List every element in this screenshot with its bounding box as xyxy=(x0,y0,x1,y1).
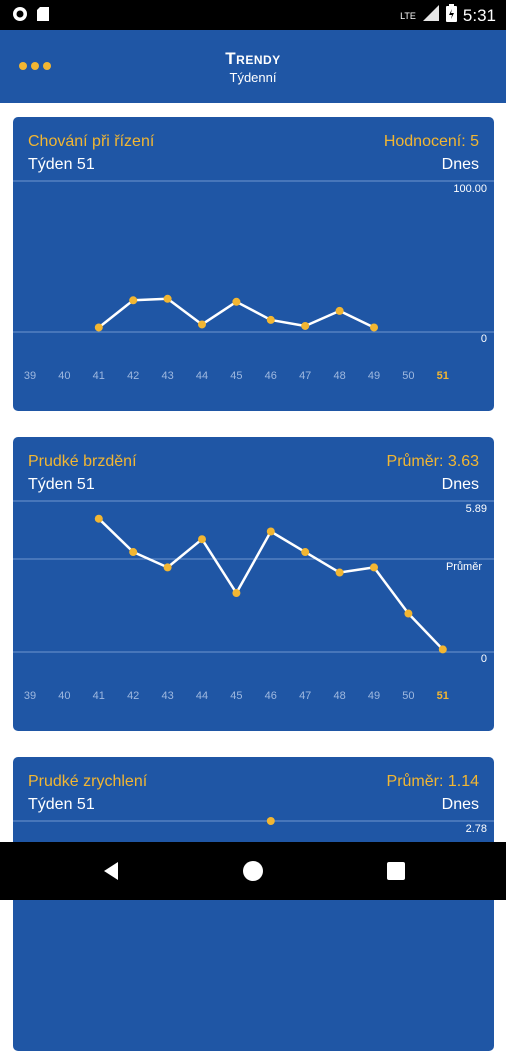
card-week: Týden 51 xyxy=(28,476,95,493)
x-tick-label: 49 xyxy=(368,690,380,702)
data-point xyxy=(335,568,344,577)
card-today: Dnes xyxy=(441,156,479,173)
card-today: Dnes xyxy=(441,796,479,813)
network-label: LTE xyxy=(400,10,416,21)
x-tick-label: 49 xyxy=(368,370,380,382)
x-tick-label: 42 xyxy=(127,690,139,702)
x-tick-label: 48 xyxy=(333,370,345,382)
y-tick-label-zero: 0 xyxy=(481,653,487,665)
x-tick-label: 43 xyxy=(161,690,173,702)
data-point xyxy=(266,817,275,825)
data-point xyxy=(163,563,172,572)
x-tick-label: 46 xyxy=(265,690,277,702)
y-tick-label-max: 5.89 xyxy=(466,503,487,515)
record-icon xyxy=(12,6,28,27)
data-point xyxy=(232,589,241,598)
sd-card-icon xyxy=(36,6,50,27)
card-title: Prudké brzdění xyxy=(28,453,137,470)
card-title: Prudké zrychlení xyxy=(28,773,148,790)
data-point xyxy=(129,548,138,557)
x-tick-label: 40 xyxy=(58,370,70,382)
data-point xyxy=(94,514,103,523)
series-line xyxy=(97,517,444,651)
card-week: Týden 51 xyxy=(28,796,95,813)
x-tick-label: 45 xyxy=(230,370,242,382)
x-tick-label: 47 xyxy=(299,370,311,382)
page-subtitle: Týdenní xyxy=(229,70,277,85)
page-title: Trendy xyxy=(225,49,281,68)
home-icon[interactable] xyxy=(242,860,264,887)
x-tick-label: 50 xyxy=(402,370,414,382)
x-tick-label: 46 xyxy=(265,370,277,382)
x-tick-label: 41 xyxy=(93,370,105,382)
x-tick-label: 51 xyxy=(437,370,449,382)
x-tick-label: 40 xyxy=(58,690,70,702)
trend-card-hard-acceleration[interactable]: 2.78 Prudké zrychlení Průměr: 1.14 Týden… xyxy=(13,757,494,1051)
x-tick-label: 45 xyxy=(230,690,242,702)
card-today: Dnes xyxy=(441,476,479,493)
data-point xyxy=(232,297,241,306)
navigation-bar xyxy=(0,842,506,900)
data-point xyxy=(301,548,310,557)
chart-hard-braking: 5.89 0 Průměr 39 40 41 42 43 44 45 46 47 48 49 50 51 xyxy=(13,500,494,702)
x-tick-label: 39 xyxy=(24,370,36,382)
chart-driving-behavior: 100.00 0 39 40 41 42 43 44 45 46 47 48 49 50 51 xyxy=(13,180,494,382)
app-bar: Trendy Týdenní xyxy=(0,30,506,103)
x-tick-label: 43 xyxy=(161,370,173,382)
x-tick-label: 50 xyxy=(402,690,414,702)
x-tick-label: 42 xyxy=(127,370,139,382)
y-tick-label-max: 100.00 xyxy=(453,183,487,195)
x-tick-label: 44 xyxy=(196,690,208,702)
trend-card-hard-braking[interactable]: 5.89 0 Průměr 39 40 41 42 43 44 45 46 47 48 49 50 51 Pr… xyxy=(13,437,494,731)
back-icon[interactable] xyxy=(100,860,122,887)
data-point xyxy=(438,645,447,654)
clock: 5:31 xyxy=(462,5,496,25)
trend-card-driving-behavior[interactable]: 100.00 0 39 40 41 42 43 44 45 46 47 48 49 50 51 Chován… xyxy=(13,117,494,411)
data-point xyxy=(301,321,310,330)
x-tick-label: 41 xyxy=(93,690,105,702)
data-point xyxy=(335,306,344,315)
card-metric: Průměr: 1.14 xyxy=(386,773,479,790)
data-point xyxy=(198,535,206,544)
card-metric: Hodnocení: 5 xyxy=(383,133,479,150)
card-metric: Průměr: 3.63 xyxy=(386,453,479,470)
battery-icon xyxy=(445,4,457,27)
average-label: Průměr xyxy=(446,561,482,573)
x-tick-label: 51 xyxy=(437,690,449,702)
recents-icon[interactable] xyxy=(386,861,406,886)
y-tick-label-zero: 0 xyxy=(481,333,487,345)
data-point xyxy=(198,320,206,329)
data-point xyxy=(266,527,275,536)
data-point xyxy=(370,323,378,332)
data-point xyxy=(404,609,413,618)
more-menu-icon[interactable] xyxy=(19,62,51,70)
status-bar: LTE 5:31 xyxy=(0,0,506,30)
x-tick-label: 39 xyxy=(24,690,36,702)
card-week: Týden 51 xyxy=(28,156,95,173)
y-tick-label-max: 2.78 xyxy=(466,823,487,835)
chart-hard-acceleration: 2.78 xyxy=(13,817,494,835)
data-point xyxy=(94,323,103,332)
signal-icon xyxy=(422,4,440,27)
data-point xyxy=(163,294,172,303)
x-tick-label: 48 xyxy=(333,690,345,702)
data-point xyxy=(266,315,275,324)
card-title: Chování při řízení xyxy=(28,133,155,150)
x-tick-label: 47 xyxy=(299,690,311,702)
data-point xyxy=(370,563,378,572)
x-tick-label: 44 xyxy=(196,370,208,382)
data-point xyxy=(129,296,138,305)
